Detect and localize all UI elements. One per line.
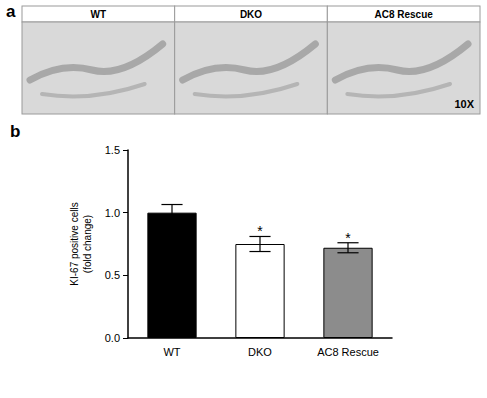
svg-text:0.0: 0.0 [105, 332, 120, 344]
svg-text:*: * [345, 230, 351, 246]
svg-text:(fold change): (fold change) [82, 215, 93, 273]
svg-text:WT: WT [163, 346, 180, 358]
svg-text:*: * [257, 223, 263, 239]
svg-text:1.5: 1.5 [105, 144, 120, 156]
svg-text:AC8 Rescue: AC8 Rescue [317, 346, 379, 358]
svg-text:DKO: DKO [240, 9, 262, 20]
svg-text:10X: 10X [454, 98, 474, 110]
html-text:b: b [10, 122, 21, 141]
svg-text:1.0: 1.0 [105, 207, 120, 219]
svg-text:WT: WT [91, 9, 107, 20]
svg-text:AC8 Rescue: AC8 Rescue [374, 9, 433, 20]
svg-text:KI-67 positive cells: KI-67 positive cells [69, 202, 80, 285]
html-text:a: a [6, 2, 16, 21]
svg-text:DKO: DKO [248, 346, 272, 358]
svg-text:0.5: 0.5 [105, 269, 120, 281]
